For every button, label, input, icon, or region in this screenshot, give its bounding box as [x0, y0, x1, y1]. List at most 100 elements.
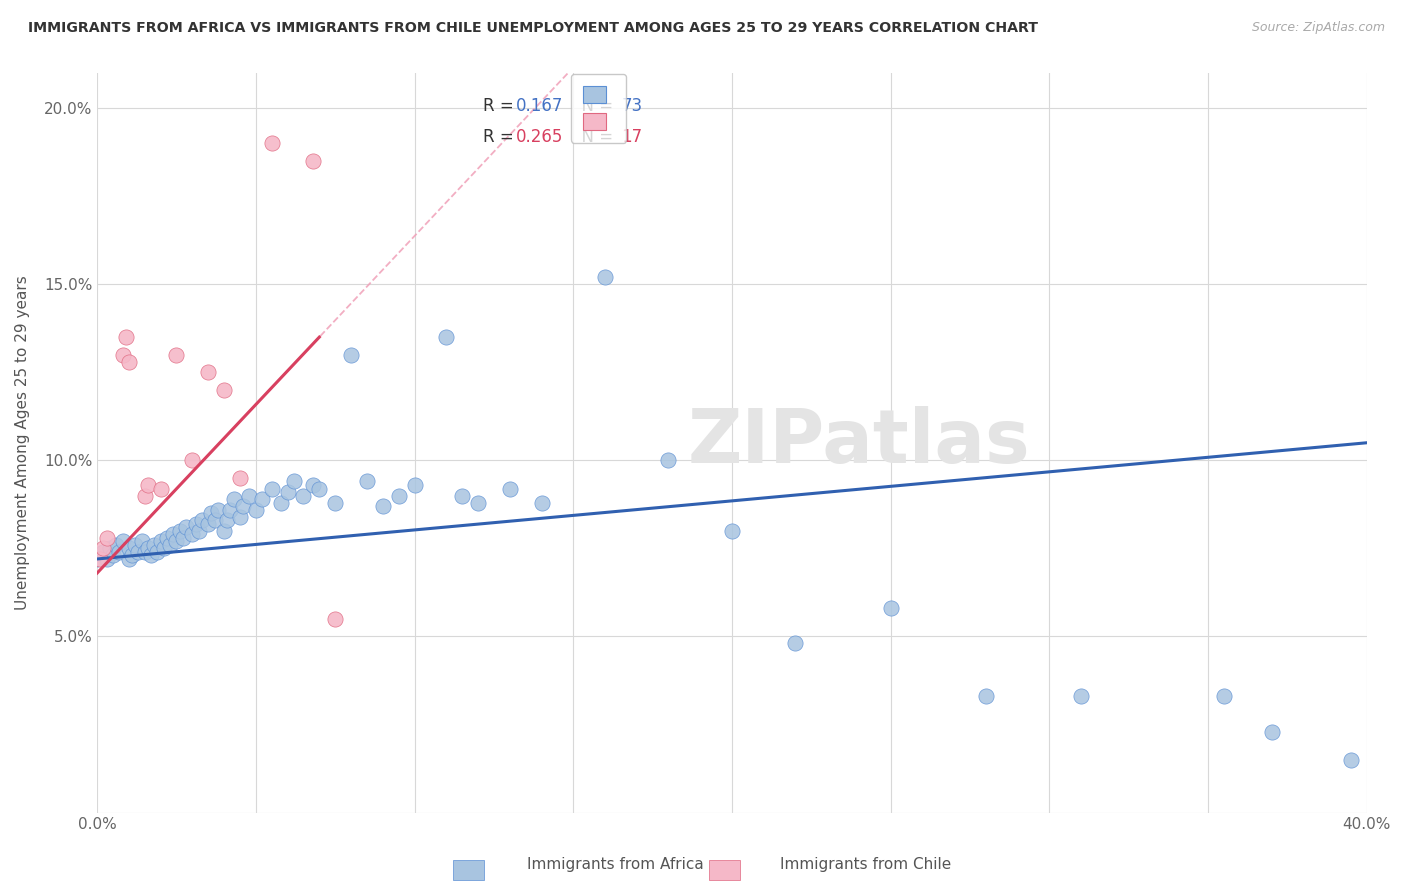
Point [134, 545, 156, 559]
Point [1260, 724, 1282, 739]
Point [232, 499, 254, 513]
Point [166, 534, 188, 549]
Point [127, 545, 149, 559]
Point [657, 453, 679, 467]
Text: 0.167: 0.167 [516, 96, 564, 115]
Point [260, 482, 283, 496]
Point [86, 552, 108, 566]
Y-axis label: Unemployment Among Ages 25 to 29 years: Unemployment Among Ages 25 to 29 years [15, 276, 30, 610]
Point [139, 549, 162, 563]
Point [93, 541, 115, 556]
Point [323, 612, 346, 626]
Point [156, 531, 179, 545]
Point [593, 270, 616, 285]
Point [96, 531, 118, 545]
Point [134, 489, 156, 503]
Point [219, 502, 242, 516]
Point [404, 478, 426, 492]
Point [1213, 690, 1236, 704]
Point [191, 513, 214, 527]
Point [302, 478, 325, 492]
Point [283, 475, 305, 489]
Point [434, 330, 457, 344]
Point [149, 482, 172, 496]
Point [451, 489, 474, 503]
Point [159, 538, 181, 552]
Point [1340, 753, 1362, 767]
Point [184, 516, 207, 531]
Point [204, 513, 226, 527]
Point [308, 482, 330, 496]
Point [169, 524, 191, 538]
Point [152, 541, 174, 556]
Point [260, 136, 283, 151]
Point [222, 492, 245, 507]
Point [197, 365, 219, 379]
Point [785, 636, 807, 650]
Point [302, 154, 325, 169]
Point [172, 531, 194, 545]
Text: Source: ZipAtlas.com: Source: ZipAtlas.com [1251, 21, 1385, 34]
Text: ZIPatlas: ZIPatlas [688, 406, 1031, 479]
Point [136, 478, 159, 492]
Point [174, 520, 197, 534]
Point [879, 601, 901, 615]
Point [1070, 690, 1092, 704]
Point [105, 538, 128, 552]
Point [111, 534, 134, 549]
Point [270, 495, 292, 509]
Point [124, 538, 146, 552]
Point [238, 489, 260, 503]
Point [323, 495, 346, 509]
Point [181, 527, 204, 541]
Text: 73: 73 [621, 96, 643, 115]
Point [250, 492, 273, 507]
Point [149, 534, 172, 549]
Point [499, 482, 522, 496]
Point [356, 475, 378, 489]
Point [388, 489, 411, 503]
Point [187, 524, 209, 538]
Point [96, 552, 118, 566]
Point [162, 527, 184, 541]
Legend: , : , [571, 74, 626, 143]
Text: 0.265: 0.265 [516, 128, 564, 145]
Point [93, 545, 115, 559]
Text: IMMIGRANTS FROM AFRICA VS IMMIGRANTS FROM CHILE UNEMPLOYMENT AMONG AGES 25 TO 29: IMMIGRANTS FROM AFRICA VS IMMIGRANTS FRO… [28, 21, 1038, 35]
Point [245, 502, 267, 516]
Text: Immigrants from Chile: Immigrants from Chile [780, 857, 952, 872]
Point [371, 499, 394, 513]
Point [217, 513, 239, 527]
Point [101, 549, 124, 563]
Point [197, 516, 219, 531]
Point [118, 552, 141, 566]
Point [530, 495, 553, 509]
Point [118, 355, 141, 369]
Point [200, 506, 222, 520]
Point [229, 471, 252, 485]
Text: N =: N = [571, 128, 619, 145]
Text: 17: 17 [621, 128, 643, 145]
Point [467, 495, 489, 509]
Point [721, 524, 744, 538]
Point [974, 690, 997, 704]
Point [111, 348, 134, 362]
Point [277, 485, 299, 500]
Point [131, 534, 153, 549]
Point [181, 453, 204, 467]
Text: R =: R = [484, 128, 519, 145]
Point [143, 538, 166, 552]
Point [136, 541, 159, 556]
Point [118, 541, 141, 556]
Point [98, 541, 121, 556]
Point [89, 552, 111, 566]
Text: Immigrants from Africa: Immigrants from Africa [527, 857, 704, 872]
Point [114, 330, 136, 344]
Point [166, 348, 188, 362]
Text: N =: N = [571, 96, 619, 115]
Point [146, 545, 169, 559]
Point [229, 509, 252, 524]
Point [212, 383, 235, 397]
Point [212, 524, 235, 538]
Point [207, 502, 229, 516]
